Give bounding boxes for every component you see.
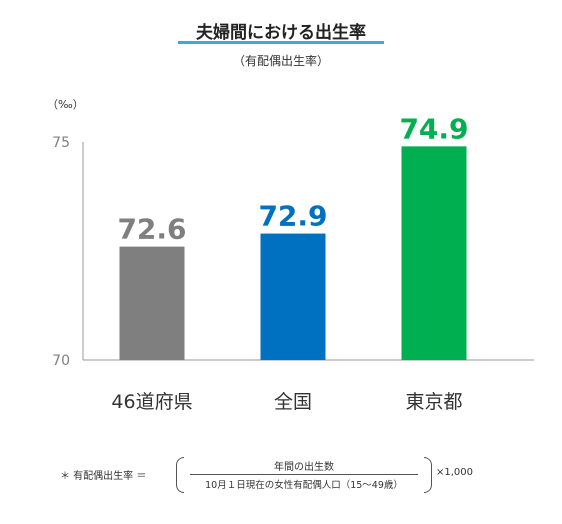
chart-title: 夫婦間における出生率 [196, 23, 366, 43]
x-category-label: 46道府県 [111, 391, 192, 413]
bar [119, 246, 185, 360]
data-label: 72.9 [258, 200, 327, 233]
fraction-line [190, 474, 418, 475]
x-category-label: 東京都 [405, 391, 462, 413]
footnote-label: ＊ 有配偶出生率 ＝ [60, 471, 147, 482]
right-paren [424, 457, 432, 493]
y-unit-label: （‰） [47, 98, 84, 111]
bar-chart: （‰） 75 70 72.6 46道府県 72.9 全国 74.9 東京都 [47, 98, 534, 413]
formula-multiplier: ×1,000 [436, 467, 474, 478]
title-underline [178, 41, 384, 44]
bar [260, 233, 326, 360]
data-label: 74.9 [399, 112, 468, 145]
footnote-formula: ＊ 有配偶出生率 ＝ 年間の出生数 10月１日現在の女性有配偶人口（15〜49歳… [60, 455, 530, 495]
chart-subtitle: （有配偶出生率） [232, 54, 329, 68]
formula-numerator: 年間の出生数 [274, 462, 334, 473]
y-tick-label: 70 [52, 353, 70, 369]
formula-denominator: 10月１日現在の女性有配偶人口（15〜49歳） [205, 480, 403, 491]
bar [401, 146, 467, 360]
x-category-label: 全国 [274, 391, 312, 413]
left-paren [176, 457, 184, 493]
data-label: 72.6 [117, 213, 186, 246]
y-tick-label: 75 [52, 135, 70, 151]
